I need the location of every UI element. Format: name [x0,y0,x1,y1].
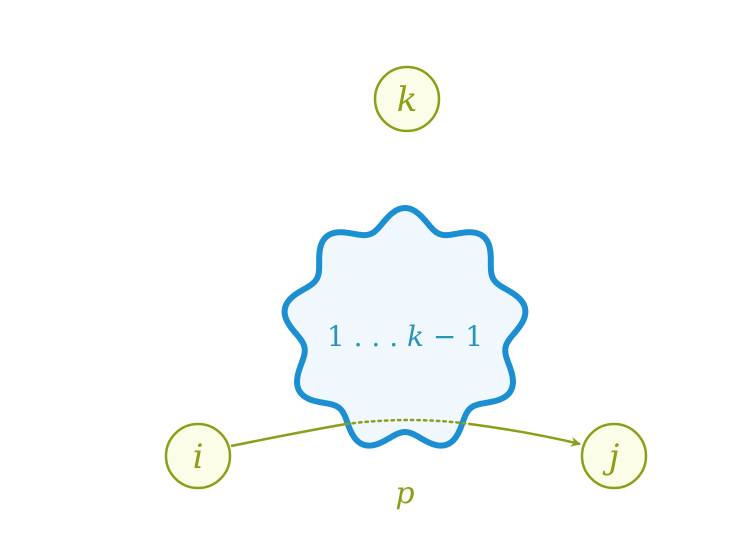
path-p-segment-right [469,422,581,447]
blob-label-prefix: 1 . . . [327,320,407,353]
node-i-circle [164,422,232,490]
node-i-label: i [193,437,204,477]
node-i: i [164,422,232,490]
intermediate-vertices-blob [281,205,529,449]
node-k-circle [373,65,441,133]
blob-label: 1 . . . k − 1 [327,320,483,353]
node-j: j [580,422,648,490]
node-k-label: k [397,80,418,120]
blob-label-suffix: − 1 [424,320,483,353]
path-p-label: p [395,476,414,511]
node-k: k [373,65,441,133]
node-j-circle [580,422,648,490]
path-p-segment-left [230,422,347,448]
blob-label-var: k [407,320,424,353]
path-p-segment-inside [344,418,472,426]
